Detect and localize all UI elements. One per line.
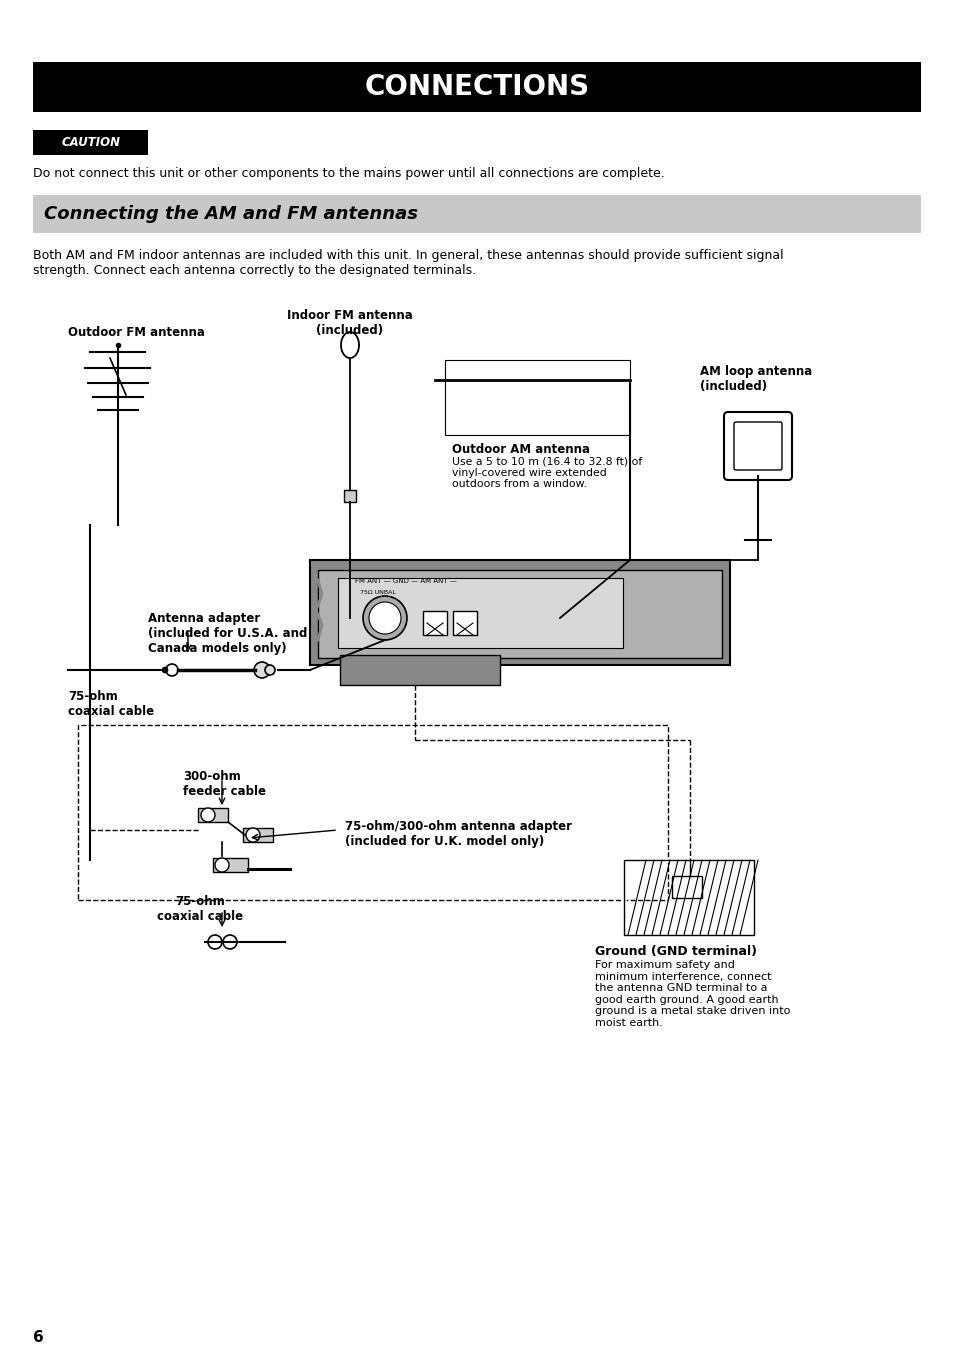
Text: For maximum safety and
minimum interference, connect
the antenna GND terminal to: For maximum safety and minimum interfere…	[595, 960, 789, 1029]
Circle shape	[253, 662, 270, 678]
Text: Do not connect this unit or other components to the mains power until all connec: Do not connect this unit or other compon…	[33, 167, 664, 181]
FancyBboxPatch shape	[337, 578, 622, 648]
Text: AM loop antenna
(included): AM loop antenna (included)	[700, 365, 811, 394]
Text: Ground (GND terminal): Ground (GND terminal)	[595, 945, 757, 958]
Text: 75-ohm
coaxial cable: 75-ohm coaxial cable	[68, 690, 154, 718]
FancyBboxPatch shape	[344, 491, 355, 501]
Circle shape	[162, 667, 168, 673]
Text: 75-ohm
coaxial cable: 75-ohm coaxial cable	[157, 895, 243, 923]
Text: Use a 5 to 10 m (16.4 to 32.8 ft) of
vinyl-covered wire extended
outdoors from a: Use a 5 to 10 m (16.4 to 32.8 ft) of vin…	[452, 456, 641, 489]
Text: Indoor FM antenna
(included): Indoor FM antenna (included)	[287, 309, 413, 337]
Text: Antenna adapter
(included for U.S.A. and
Canada models only): Antenna adapter (included for U.S.A. and…	[148, 612, 307, 655]
FancyBboxPatch shape	[310, 559, 729, 665]
FancyBboxPatch shape	[198, 807, 228, 822]
Text: FM ANT — GND — AM ANT —: FM ANT — GND — AM ANT —	[355, 578, 456, 584]
FancyBboxPatch shape	[33, 129, 148, 155]
FancyBboxPatch shape	[339, 655, 499, 685]
FancyBboxPatch shape	[453, 611, 476, 635]
Circle shape	[166, 665, 178, 675]
FancyBboxPatch shape	[733, 422, 781, 470]
Circle shape	[208, 936, 222, 949]
Circle shape	[223, 936, 236, 949]
Text: 75Ω UNBAL: 75Ω UNBAL	[359, 590, 395, 594]
Text: CAUTION: CAUTION	[61, 136, 120, 150]
FancyBboxPatch shape	[723, 412, 791, 480]
FancyBboxPatch shape	[671, 876, 701, 898]
FancyBboxPatch shape	[444, 360, 629, 435]
FancyBboxPatch shape	[213, 857, 248, 872]
FancyBboxPatch shape	[243, 828, 273, 842]
Text: CONNECTIONS: CONNECTIONS	[364, 73, 589, 101]
Circle shape	[369, 603, 400, 634]
Text: Outdoor FM antenna: Outdoor FM antenna	[68, 326, 205, 338]
Circle shape	[265, 665, 274, 675]
FancyBboxPatch shape	[422, 611, 447, 635]
FancyBboxPatch shape	[33, 62, 920, 112]
FancyBboxPatch shape	[317, 570, 721, 658]
FancyBboxPatch shape	[33, 195, 920, 233]
Text: 75-ohm/300-ohm antenna adapter
(included for U.K. model only): 75-ohm/300-ohm antenna adapter (included…	[345, 820, 572, 848]
Text: 6: 6	[33, 1330, 44, 1345]
Circle shape	[201, 807, 214, 822]
Text: Outdoor AM antenna: Outdoor AM antenna	[452, 443, 589, 456]
Circle shape	[246, 828, 260, 842]
Text: 300-ohm
feeder cable: 300-ohm feeder cable	[183, 770, 266, 798]
Circle shape	[214, 857, 229, 872]
Text: Both AM and FM indoor antennas are included with this unit. In general, these an: Both AM and FM indoor antennas are inclu…	[33, 249, 782, 276]
Text: Connecting the AM and FM antennas: Connecting the AM and FM antennas	[44, 205, 417, 222]
Circle shape	[363, 596, 407, 640]
